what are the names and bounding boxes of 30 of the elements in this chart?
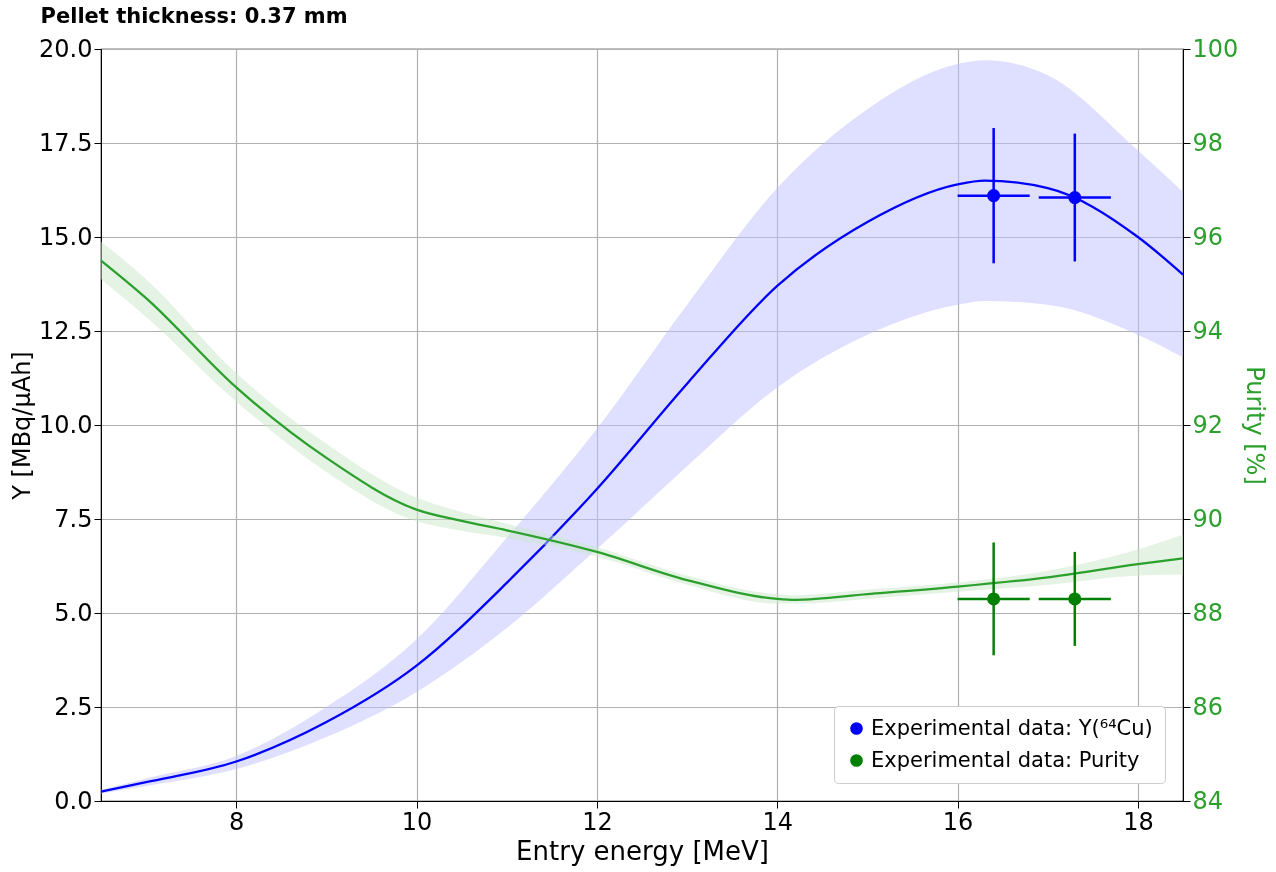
legend-label: Experimental data: Y(⁶⁴Cu) bbox=[871, 715, 1153, 740]
y2-axis-title: Purity [%] bbox=[1241, 366, 1270, 485]
y-tick-label: 2.5 bbox=[54, 692, 93, 721]
y2-tick-label: 92 bbox=[1192, 410, 1224, 439]
x-axis-title: Entry energy [MeV] bbox=[516, 835, 769, 866]
x-tick-label: 18 bbox=[1123, 807, 1154, 836]
y2-tick-label: 96 bbox=[1192, 222, 1224, 251]
y2-tick-label: 90 bbox=[1192, 504, 1224, 533]
y2-tick-label: 100 bbox=[1192, 34, 1239, 63]
y-tick-label: 7.5 bbox=[54, 504, 93, 533]
y-tick-label: 15.0 bbox=[39, 222, 93, 251]
y2-tick-label: 94 bbox=[1192, 316, 1224, 345]
y-tick-label: 12.5 bbox=[39, 316, 93, 345]
y-tick-label: 17.5 bbox=[39, 128, 93, 157]
y2-tick-label: 86 bbox=[1192, 692, 1224, 721]
y-tick-label: 0.0 bbox=[54, 786, 93, 815]
x-tick-label: 12 bbox=[582, 807, 613, 836]
x-tick-label: 14 bbox=[762, 807, 794, 836]
y-axis-title: Y [MBq/μAh] bbox=[8, 351, 37, 501]
x-tick-label: 8 bbox=[229, 807, 245, 836]
y-tick-label: 20.0 bbox=[39, 34, 93, 63]
y-tick-label: 10.0 bbox=[39, 410, 93, 439]
chart-title: Pellet thickness: 0.37 mm bbox=[40, 4, 348, 28]
legend-label: Experimental data: Purity bbox=[871, 747, 1140, 772]
x-tick-label: 10 bbox=[401, 807, 433, 836]
y2-tick-label: 88 bbox=[1192, 598, 1224, 627]
x-tick-label: 16 bbox=[942, 807, 974, 836]
y2-tick-label: 98 bbox=[1192, 128, 1224, 157]
y-tick-label: 5.0 bbox=[54, 598, 93, 627]
y2-tick-label: 84 bbox=[1192, 786, 1224, 815]
